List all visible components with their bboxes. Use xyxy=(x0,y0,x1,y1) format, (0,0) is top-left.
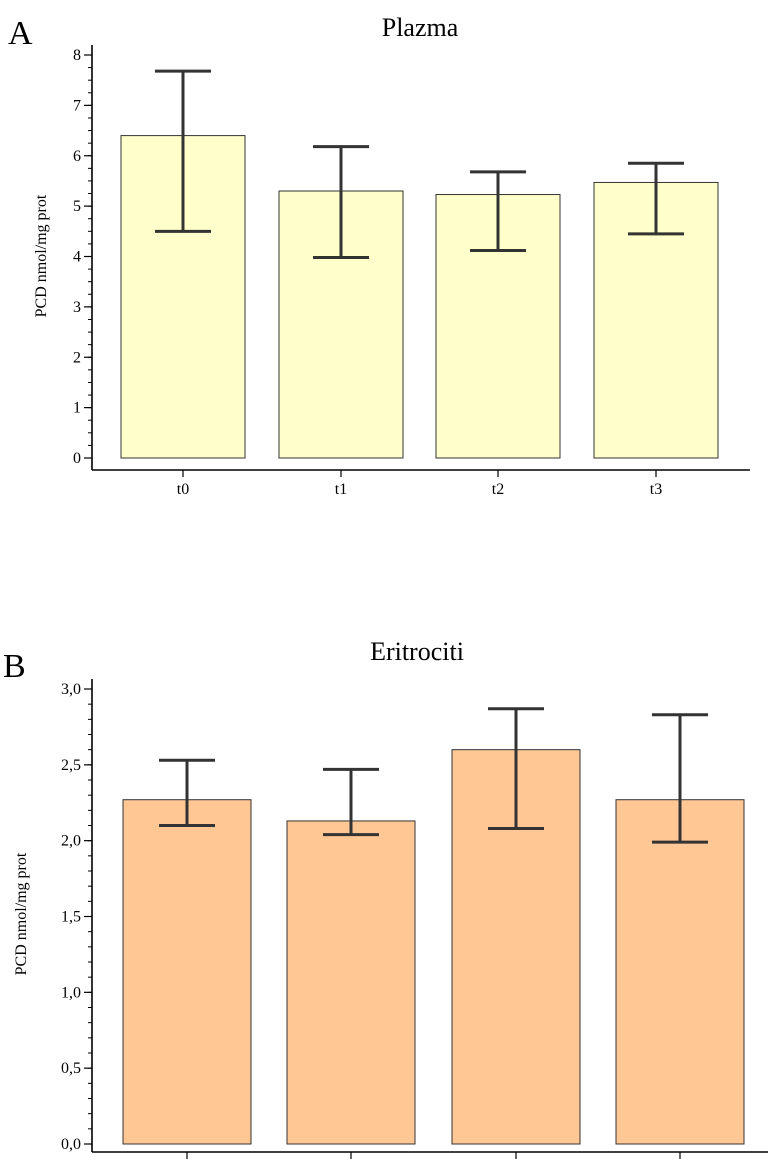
y-tick-label: 2 xyxy=(73,349,81,366)
y-axis-label-b: PCD nmol/mg prot xyxy=(13,852,30,975)
y-tick-label: 5 xyxy=(73,198,81,215)
x-tick-label-t0: t0 xyxy=(177,481,189,498)
panel-label-b: B xyxy=(3,648,26,685)
plot-area-a: 0 1 2 3 4 5 6 7 8 t0 t1 t2 t3 xyxy=(73,45,750,498)
bar-t3 xyxy=(615,799,745,1145)
x-tick-label-t1: t1 xyxy=(335,481,347,498)
panel-a: A Plazma PCD nmol/mg prot 0 1 2 3 4 5 6 7 8 t0 t1 t… xyxy=(8,13,750,498)
panel-b: B Eritrociti PCD nmol/mg prot 0,0 0,5 1,0 1… xyxy=(3,637,768,1159)
chart-title-b: Eritrociti xyxy=(370,637,464,666)
x-tick-label-t2: t2 xyxy=(492,481,504,498)
bar-t1 xyxy=(286,820,416,1145)
y-tick-label: 1,0 xyxy=(61,984,81,1001)
plot-area-b: 0,00,51,01,52,02,53,0t0t1t2t3 xyxy=(61,679,768,1159)
y-tick-label: 6 xyxy=(73,148,81,165)
y-tick-label: 1 xyxy=(73,400,81,417)
y-tick-label: 8 xyxy=(73,47,81,64)
y-axis-label-a: PCD nmol/mg prot xyxy=(33,194,50,317)
y-tick-label: 0,5 xyxy=(61,1060,81,1077)
y-tick-label: 3 xyxy=(73,299,81,316)
y-tick-label: 1,5 xyxy=(61,909,81,926)
bar-t0 xyxy=(122,799,252,1145)
y-tick-label: 4 xyxy=(73,249,81,266)
y-tick-label: 2,5 xyxy=(61,757,81,774)
y-tick-label: 0 xyxy=(73,450,81,467)
panel-label-a: A xyxy=(8,15,33,52)
y-tick-label: 0,0 xyxy=(61,1136,81,1153)
y-tick-label: 3,0 xyxy=(61,681,81,698)
x-tick-label-t3: t3 xyxy=(650,481,662,498)
y-tick-label: 2,0 xyxy=(61,833,81,850)
y-tick-label: 7 xyxy=(73,97,81,114)
chart-title-a: Plazma xyxy=(382,13,459,42)
